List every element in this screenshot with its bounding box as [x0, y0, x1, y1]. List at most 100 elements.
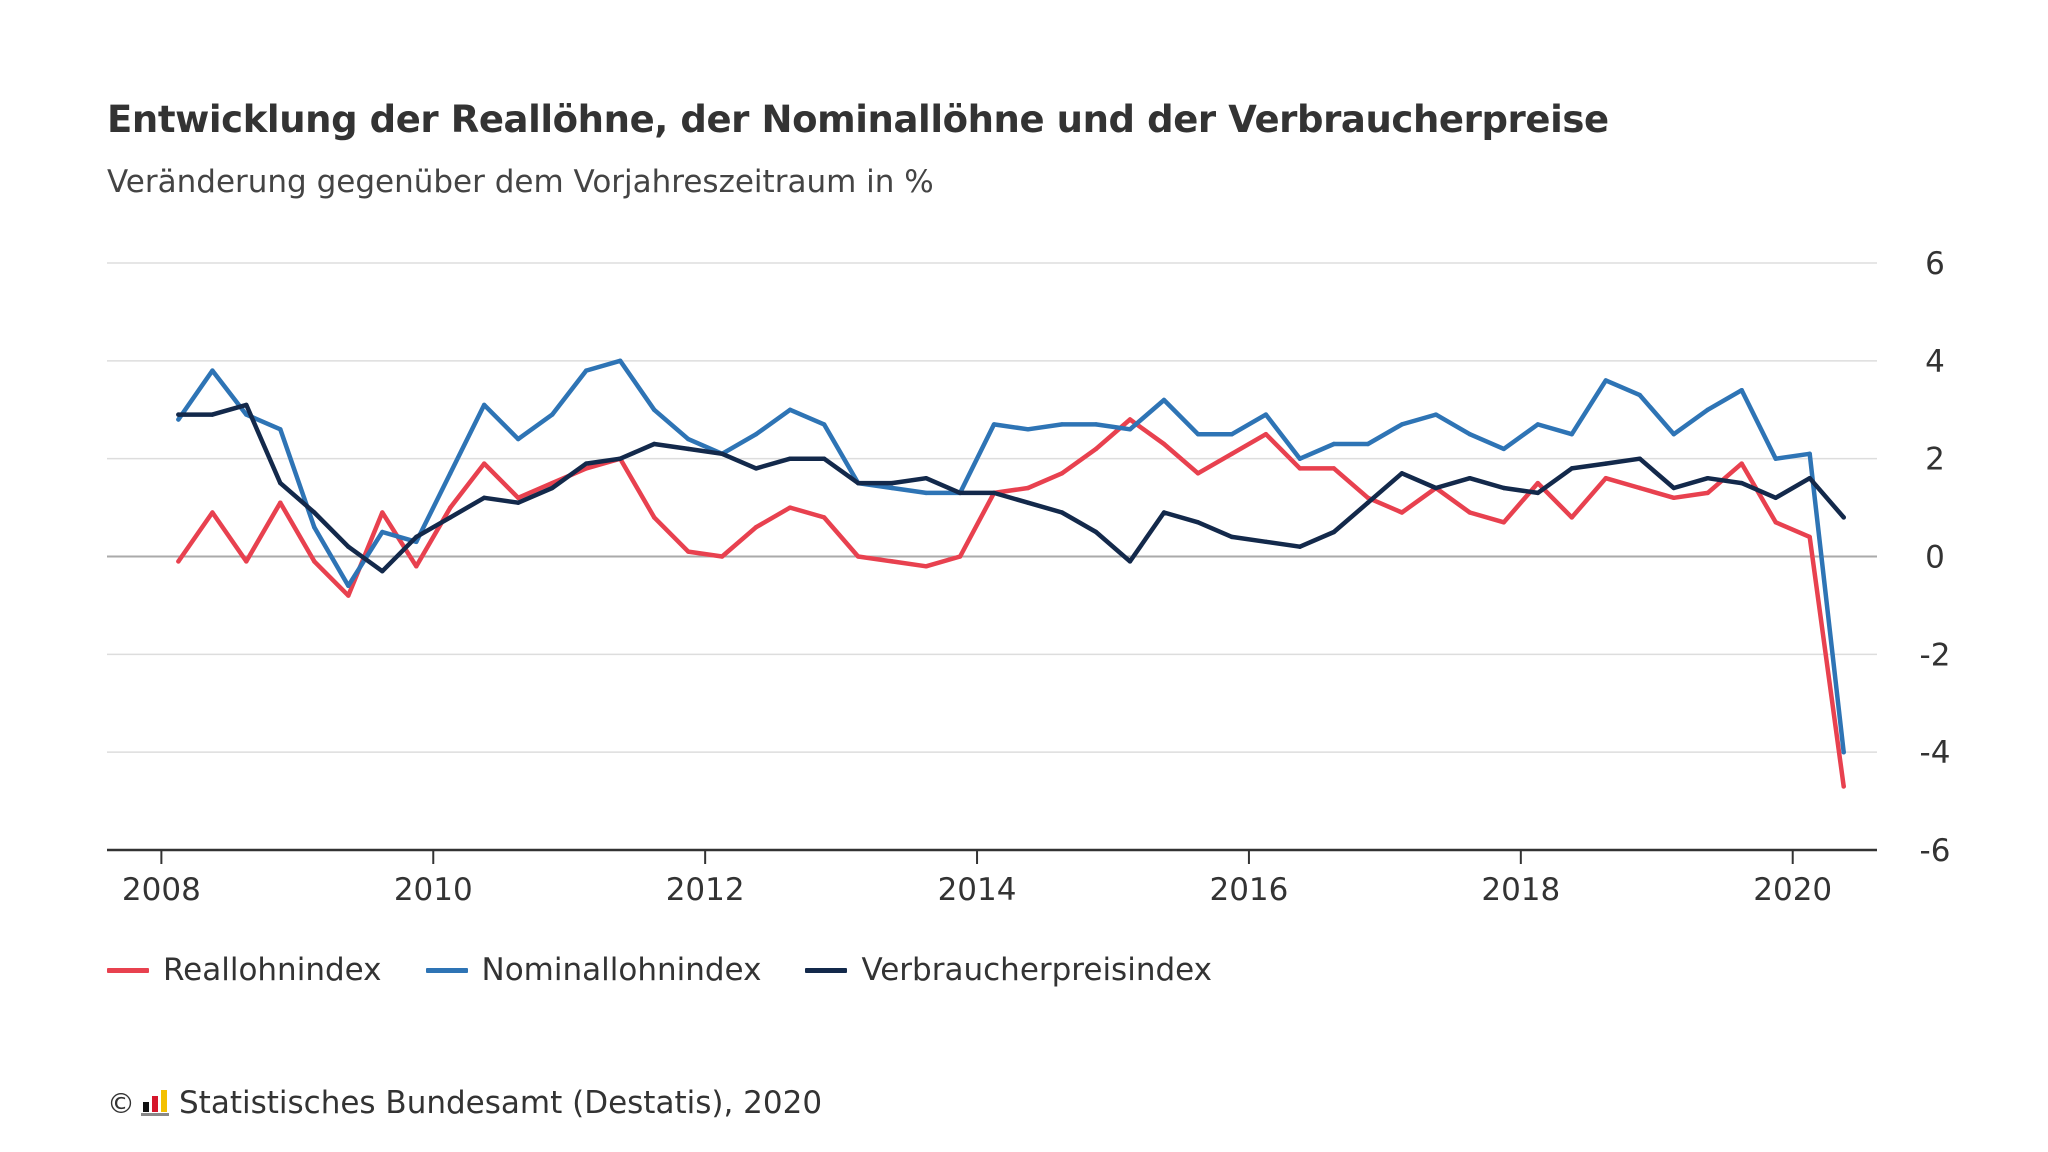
data-point-verbraucherpreisindex-3	[278, 480, 283, 486]
data-point-reallohnindex-40	[1535, 480, 1541, 486]
data-point-nominallohnindex-35	[1365, 441, 1371, 447]
data-point-verbraucherpreisindex-35	[1365, 500, 1371, 505]
data-point-nominallohnindex-29	[1161, 397, 1167, 403]
data-point-verbraucherpreisindex-45	[1705, 476, 1710, 481]
series-line-nominallohnindex	[176, 358, 1846, 755]
data-point-nominallohnindex-31	[1229, 432, 1235, 437]
data-point-reallohnindex-26	[1059, 471, 1065, 476]
data-point-nominallohnindex-32	[1263, 412, 1269, 417]
data-point-nominallohnindex-43	[1637, 392, 1643, 398]
data-point-verbraucherpreisindex-36	[1399, 471, 1405, 476]
data-point-verbraucherpreisindex-2	[244, 402, 249, 408]
data-point-nominallohnindex-27	[1093, 422, 1099, 427]
source-text: Statistisches Bundesamt (Destatis), 2020	[179, 1085, 823, 1121]
data-point-nominallohnindex-12	[584, 368, 589, 373]
data-point-verbraucherpreisindex-46	[1739, 480, 1744, 486]
data-point-nominallohnindex-22	[923, 490, 929, 496]
data-point-verbraucherpreisindex-23	[957, 490, 963, 496]
grid-lines	[107, 262, 1877, 753]
data-point-reallohnindex-27	[1093, 446, 1099, 452]
data-point-nominallohnindex-42	[1603, 378, 1609, 383]
legend-item-verbraucherpreisindex[interactable]: Verbraucherpreisindex	[805, 952, 1212, 988]
data-point-verbraucherpreisindex-4	[312, 510, 317, 515]
data-point-reallohnindex-38	[1467, 510, 1473, 515]
data-point-verbraucherpreisindex-9	[482, 495, 487, 500]
data-point-verbraucherpreisindex-21	[889, 480, 895, 486]
data-point-reallohnindex-30	[1195, 471, 1201, 476]
y-tick-label: 4	[1925, 344, 1945, 380]
data-point-verbraucherpreisindex-15	[686, 446, 691, 452]
x-tick-label: 2020	[1753, 872, 1832, 908]
data-point-nominallohnindex-48	[1807, 451, 1812, 456]
data-point-reallohnindex-22	[923, 564, 929, 569]
data-point-nominallohnindex-33	[1297, 456, 1303, 461]
data-point-verbraucherpreisindex-13	[618, 456, 623, 461]
data-point-verbraucherpreisindex-32	[1263, 539, 1269, 544]
data-point-verbraucherpreisindex-22	[923, 476, 929, 481]
y-tick-label: -2	[1920, 637, 1951, 673]
data-point-reallohnindex-6	[380, 510, 385, 515]
data-point-nominallohnindex-1	[210, 368, 215, 373]
data-point-reallohnindex-0	[176, 559, 181, 564]
series-line-reallohnindex	[176, 417, 1846, 789]
x-tick-label: 2018	[1481, 872, 1560, 908]
data-point-nominallohnindex-2	[244, 412, 249, 417]
data-point-reallohnindex-23	[957, 554, 963, 559]
data-point-verbraucherpreisindex-37	[1433, 485, 1439, 491]
data-point-nominallohnindex-44	[1671, 432, 1677, 437]
data-point-verbraucherpreisindex-1	[210, 412, 215, 417]
data-point-reallohnindex-43	[1637, 485, 1643, 491]
data-point-verbraucherpreisindex-33	[1297, 544, 1303, 549]
data-point-verbraucherpreisindex-40	[1535, 490, 1541, 496]
data-point-verbraucherpreisindex-11	[550, 485, 555, 491]
legend-swatch-reallohnindex	[107, 967, 149, 973]
data-point-nominallohnindex-17	[753, 432, 759, 437]
data-point-nominallohnindex-0	[176, 417, 181, 422]
data-point-nominallohnindex-28	[1127, 427, 1133, 432]
legend-item-nominallohnindex[interactable]: Nominallohnindex	[425, 952, 761, 988]
data-point-nominallohnindex-24	[991, 422, 997, 427]
data-point-nominallohnindex-37	[1433, 412, 1439, 417]
y-tick-label: 6	[1925, 246, 1945, 282]
data-point-reallohnindex-17	[753, 525, 759, 530]
y-tick-label: 2	[1925, 442, 1945, 478]
x-tick-label: 2016	[1209, 872, 1288, 908]
data-point-nominallohnindex-39	[1501, 446, 1507, 452]
data-point-verbraucherpreisindex-41	[1569, 466, 1575, 471]
data-point-reallohnindex-20	[855, 554, 861, 559]
data-point-reallohnindex-44	[1671, 495, 1677, 500]
data-point-verbraucherpreisindex-8	[448, 515, 453, 520]
data-point-reallohnindex-48	[1807, 534, 1812, 540]
legend-item-reallohnindex[interactable]: Reallohnindex	[107, 952, 382, 988]
data-point-reallohnindex-33	[1297, 466, 1303, 471]
data-point-verbraucherpreisindex-7	[414, 534, 419, 540]
data-point-reallohnindex-39	[1501, 520, 1507, 525]
data-point-nominallohnindex-11	[550, 412, 555, 417]
data-point-nominallohnindex-34	[1331, 441, 1337, 447]
data-point-nominallohnindex-5	[346, 583, 351, 588]
data-point-reallohnindex-4	[312, 559, 317, 564]
data-point-nominallohnindex-25	[1025, 427, 1031, 432]
data-point-reallohnindex-42	[1603, 476, 1609, 481]
data-point-reallohnindex-15	[686, 549, 691, 554]
y-tick-label: 0	[1925, 540, 1945, 576]
data-point-verbraucherpreisindex-6	[380, 569, 385, 574]
data-point-nominallohnindex-30	[1195, 432, 1201, 437]
data-point-verbraucherpreisindex-39	[1501, 485, 1507, 491]
data-point-reallohnindex-19	[821, 515, 827, 520]
data-point-verbraucherpreisindex-19	[821, 456, 827, 461]
data-point-verbraucherpreisindex-47	[1773, 495, 1778, 500]
legend: Reallohnindex Nominallohnindex Verbrauch…	[107, 952, 1256, 988]
data-point-verbraucherpreisindex-28	[1127, 559, 1133, 564]
data-point-reallohnindex-1	[210, 510, 215, 515]
data-point-reallohnindex-29	[1161, 441, 1167, 447]
data-point-verbraucherpreisindex-43	[1637, 456, 1643, 461]
data-point-reallohnindex-32	[1263, 432, 1269, 437]
data-point-reallohnindex-7	[414, 564, 419, 569]
data-point-reallohnindex-45	[1705, 490, 1710, 496]
x-axis: 2008 2010 2012 2014 2016 2018 2020	[107, 848, 1877, 908]
data-point-reallohnindex-49	[1841, 784, 1846, 789]
data-point-reallohnindex-16	[719, 554, 725, 559]
data-point-nominallohnindex-38	[1467, 432, 1473, 437]
series-lines	[176, 358, 1846, 789]
